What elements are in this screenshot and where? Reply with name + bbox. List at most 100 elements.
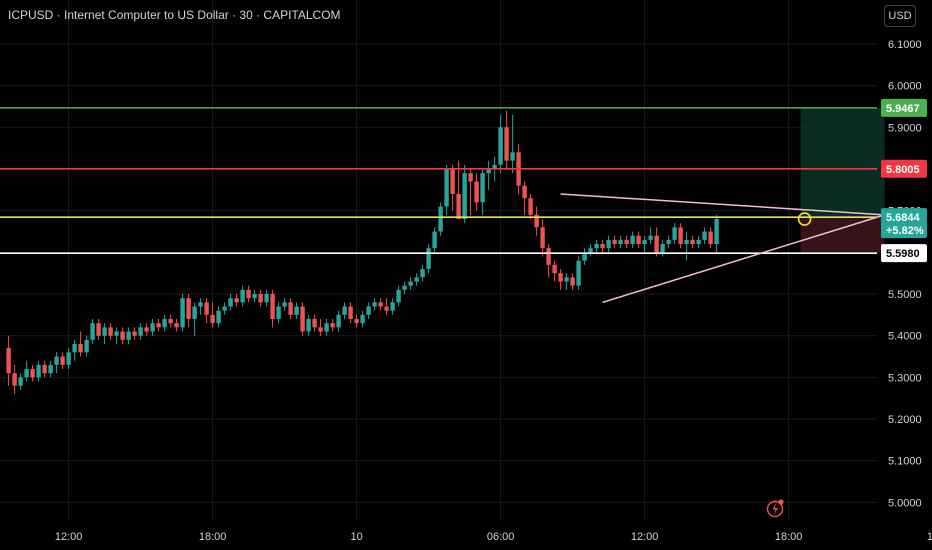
candle (594, 239, 599, 253)
current-price-value: 5.6844 (886, 212, 921, 224)
candle (462, 164, 467, 224)
candle (660, 239, 665, 257)
candle (336, 310, 341, 332)
candle (414, 273, 419, 286)
candle (450, 164, 455, 211)
price-line-label (881, 159, 927, 178)
candle (642, 235, 647, 253)
time-tick-label: 12:00 (631, 531, 659, 543)
candle (474, 173, 479, 211)
candle (18, 373, 23, 390)
current-price-label (881, 208, 927, 239)
candle (486, 160, 491, 190)
triangle-lower-line (602, 214, 885, 304)
candle (588, 244, 593, 257)
candle (228, 294, 233, 311)
candle (66, 348, 71, 370)
candle (138, 323, 143, 340)
candle (156, 319, 161, 332)
price-tick-label: 5.0000 (888, 497, 922, 509)
candle (306, 314, 311, 336)
candle (564, 273, 569, 290)
candle (168, 314, 173, 328)
candles (6, 110, 719, 395)
price-axis: 6.10006.00005.90005.70005.50005.40005.30… (881, 39, 927, 509)
triangle-upper-line (560, 193, 885, 216)
candle (456, 160, 461, 220)
candle (618, 235, 623, 249)
candle (108, 323, 113, 340)
price-tick-label: 6.0000 (888, 81, 922, 93)
candle (324, 319, 329, 336)
candle (114, 327, 119, 345)
symbol-title: ICPUSD · Internet Computer to US Dollar … (8, 8, 341, 22)
price-tick-label: 5.9000 (888, 122, 922, 134)
candle (654, 227, 659, 257)
time-tick-label: 10 (350, 531, 362, 543)
price-tick-label: 5.1000 (888, 456, 922, 468)
candle (192, 302, 197, 336)
candle (528, 194, 533, 220)
candle (498, 114, 503, 174)
candle (294, 302, 299, 320)
candle (216, 306, 221, 328)
candle (60, 352, 65, 370)
candle (240, 285, 245, 307)
candle (252, 289, 257, 303)
candle (6, 335, 11, 386)
candle (186, 294, 191, 328)
candle (42, 360, 47, 378)
candle (372, 298, 377, 311)
candle (282, 298, 287, 311)
candle (270, 289, 275, 328)
candle (48, 360, 53, 378)
candle (702, 227, 707, 245)
candle (600, 239, 605, 253)
candle (234, 294, 239, 307)
candle (684, 231, 689, 261)
candle (432, 227, 437, 253)
candle (396, 285, 401, 307)
candle (420, 264, 425, 282)
candle (54, 352, 59, 374)
currency-button[interactable]: USD (884, 5, 916, 27)
candle (330, 319, 335, 332)
price-tick-label: 5.5000 (888, 289, 922, 301)
candle (426, 244, 431, 274)
candle (510, 114, 515, 174)
candle (162, 314, 167, 332)
time-tick-label: 11 (927, 531, 932, 543)
candle (552, 260, 557, 282)
candle (666, 235, 671, 249)
stop-zone (800, 217, 885, 254)
candle (30, 364, 35, 382)
triangle-drawing (560, 193, 885, 304)
candle (210, 302, 215, 328)
candle (288, 298, 293, 320)
candle (408, 277, 413, 290)
candle (648, 227, 653, 245)
candle (630, 231, 635, 249)
candle (360, 310, 365, 328)
time-tick-label: 06:00 (487, 531, 515, 543)
candle (150, 319, 155, 336)
price-line-label (881, 98, 927, 117)
candle (174, 319, 179, 332)
price-change-value: +5.82% (886, 225, 924, 237)
candle (402, 281, 407, 295)
target-zone (800, 107, 885, 218)
position-zones (800, 107, 885, 254)
candle (714, 214, 719, 253)
candle (468, 169, 473, 215)
candle (312, 314, 317, 332)
candle (258, 289, 263, 307)
candle (222, 302, 227, 315)
candle (384, 298, 389, 315)
candle (318, 319, 323, 336)
time-tick-label: 18:00 (775, 531, 803, 543)
lightning-alert-icon[interactable] (766, 498, 786, 518)
candle (708, 227, 713, 249)
candle (132, 327, 137, 340)
candle (36, 360, 41, 382)
